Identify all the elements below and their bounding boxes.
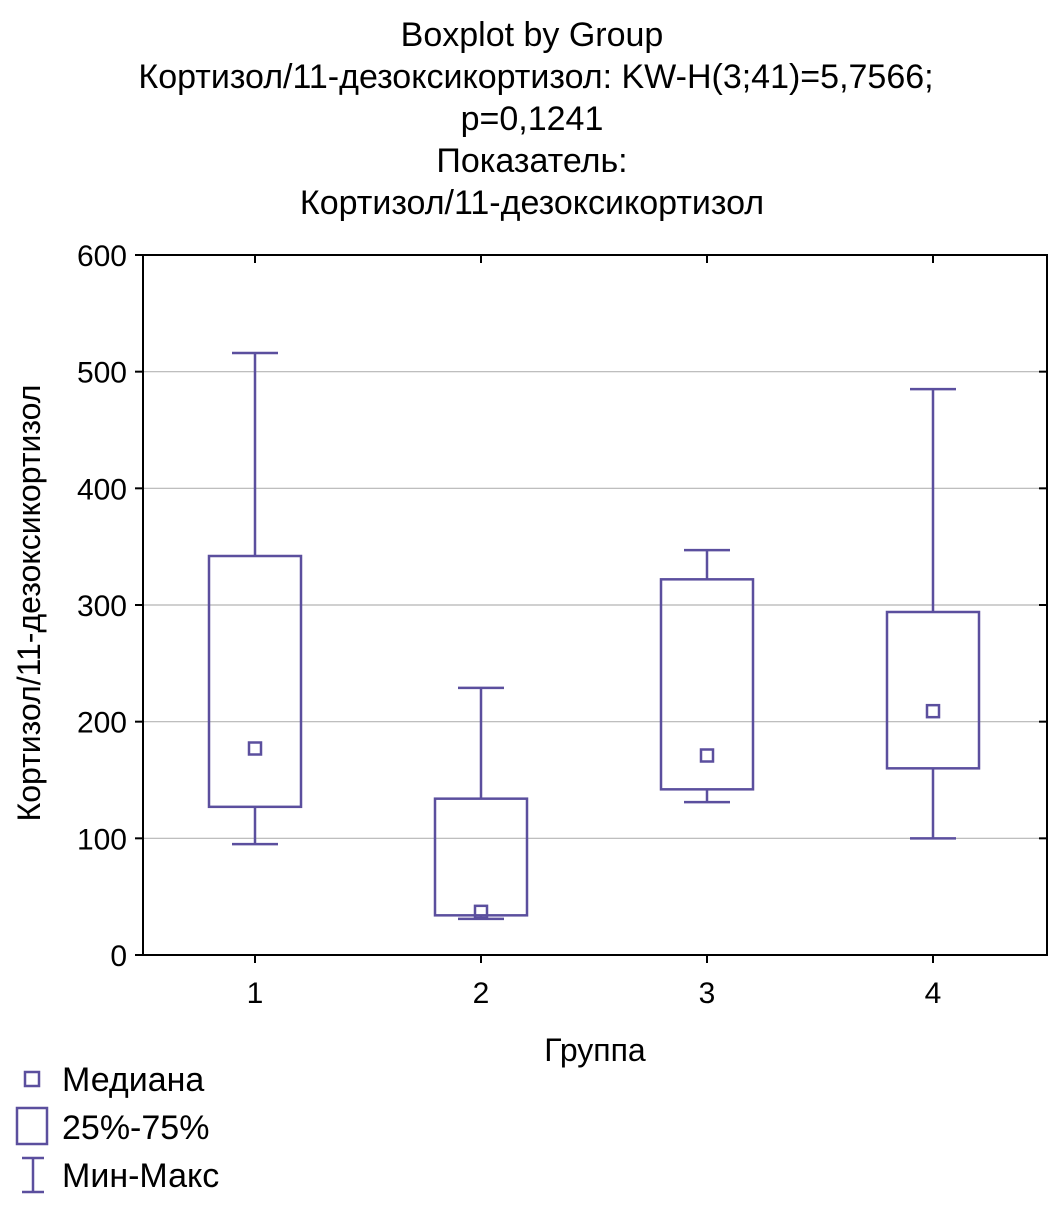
legend-median-symbol — [23, 1070, 41, 1088]
y-axis-label: Кортизол/11-дезоксикортизол — [11, 385, 47, 822]
box-group-1 — [207, 351, 303, 846]
title-line-3: p=0,1241 — [461, 100, 604, 138]
box-group-4 — [885, 387, 981, 840]
legend-whisker-label: Мин-Макс — [62, 1157, 219, 1195]
x-tick-label: 4 — [925, 977, 942, 1010]
legend-whisker-symbol — [22, 1156, 44, 1194]
y-tick-label: 300 — [77, 590, 127, 623]
x-tick-label: 1 — [247, 977, 264, 1010]
y-tick-label: 600 — [77, 240, 127, 273]
x-tick-label: 2 — [473, 977, 490, 1010]
median-marker — [473, 904, 489, 920]
median-marker — [925, 703, 941, 719]
legend-box-label: 25%-75% — [62, 1109, 209, 1147]
title-line-1: Boxplot by Group — [401, 16, 664, 54]
median-marker — [247, 741, 263, 756]
iqr-box — [659, 578, 755, 791]
x-axis: 1 2 3 4 — [247, 255, 942, 1010]
median-marker — [699, 748, 715, 763]
iqr-box — [433, 797, 529, 917]
y-axis: 0 100 200 300 400 500 600 — [77, 240, 1047, 973]
x-axis-label: Группа — [544, 1032, 646, 1068]
title-line-5: Кортизол/11-дезоксикортизол — [300, 184, 764, 222]
x-tick-label: 3 — [699, 977, 716, 1010]
y-tick-label: 100 — [77, 823, 127, 856]
y-tick-label: 400 — [77, 473, 127, 506]
legend-box-symbol — [15, 1106, 49, 1146]
gridlines — [143, 371, 1047, 839]
box-group-2 — [433, 686, 529, 921]
legend: Медиана 25%-75% Мин-Макс — [15, 1061, 219, 1195]
legend-median-label: Медиана — [62, 1061, 204, 1099]
iqr-box — [885, 610, 981, 770]
box-group-3 — [659, 548, 755, 804]
box-series — [207, 351, 981, 921]
y-tick-label: 0 — [110, 940, 127, 973]
y-tick-label: 500 — [77, 357, 127, 390]
chart-title: Boxplot by Group Кортизол/11-дезоксикорт… — [138, 16, 933, 222]
y-tick-label: 200 — [77, 707, 127, 740]
iqr-box — [207, 554, 303, 809]
title-line-4: Показатель: — [436, 142, 627, 180]
title-line-2: Кортизол/11-дезоксикортизол: KW-H(3;41)=… — [138, 58, 933, 96]
